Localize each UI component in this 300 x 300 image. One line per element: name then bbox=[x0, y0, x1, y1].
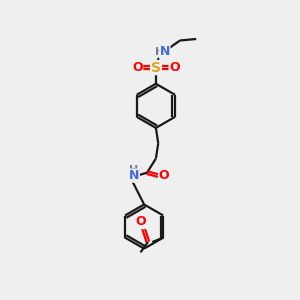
Text: H: H bbox=[155, 47, 164, 57]
Text: O: O bbox=[132, 61, 143, 74]
Text: O: O bbox=[169, 61, 180, 74]
Text: H: H bbox=[130, 165, 139, 175]
Text: S: S bbox=[151, 61, 161, 75]
Text: O: O bbox=[136, 215, 146, 229]
Text: N: N bbox=[160, 45, 170, 58]
Text: N: N bbox=[129, 169, 139, 182]
Text: O: O bbox=[158, 169, 169, 182]
